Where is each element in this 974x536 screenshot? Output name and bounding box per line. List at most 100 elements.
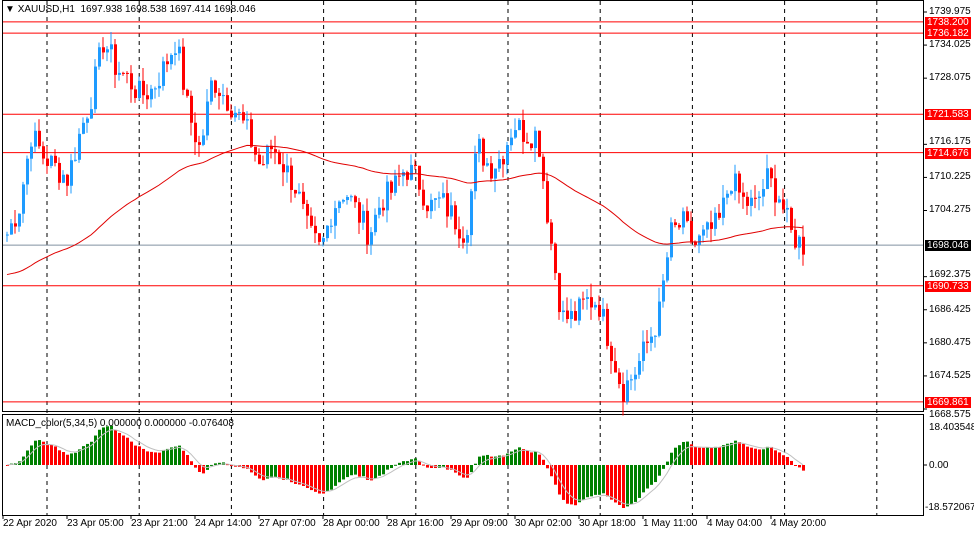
macd-bar — [802, 465, 805, 471]
level-price-tag[interactable]: 1669.861 — [925, 397, 971, 408]
macd-bar — [694, 446, 697, 465]
macd-bar — [786, 456, 789, 465]
candle-body — [150, 88, 153, 100]
candle-body — [286, 165, 289, 173]
level-price-tag[interactable]: 1738.200 — [925, 17, 971, 28]
level-price-tag[interactable]: 1736.182 — [925, 28, 971, 39]
macd-bar — [666, 461, 669, 465]
macd-bar — [698, 447, 701, 465]
macd-bar — [726, 443, 729, 465]
macd-bar — [798, 465, 801, 468]
candle-body — [750, 197, 753, 206]
macd-bar — [702, 447, 705, 465]
level-price-tag[interactable]: 1714.676 — [925, 148, 971, 159]
macd-bar — [610, 465, 613, 500]
candle-body — [614, 361, 617, 373]
candle-body — [570, 311, 573, 320]
macd-bar — [622, 465, 625, 508]
candle-body — [250, 119, 253, 147]
candle-body — [518, 120, 521, 131]
candle-body — [262, 164, 265, 166]
candle-body — [774, 178, 777, 203]
candle-body — [194, 122, 197, 143]
macd-bar — [310, 465, 313, 491]
candle-body — [162, 61, 165, 86]
macd-bar — [446, 465, 449, 470]
symbol-header: ▼ XAUUSD,H1 1697.938 1698.538 1697.414 1… — [5, 4, 256, 15]
candle-body — [390, 181, 393, 193]
time-axis-label: 1 May 11:00 — [643, 518, 698, 529]
level-price-tag[interactable]: 1690.733 — [925, 281, 971, 292]
price-axis-label: 1668.575 — [929, 409, 971, 420]
candle-body — [230, 110, 233, 118]
macd-bar — [158, 452, 161, 465]
macd-bar — [350, 465, 353, 476]
macd-bar — [38, 440, 41, 465]
level-price-tag[interactable]: 1721.583 — [925, 109, 971, 120]
candle-body — [498, 159, 501, 169]
candle-body — [778, 199, 781, 203]
candle-body — [794, 229, 797, 248]
candle-body — [646, 341, 649, 343]
candle-body — [154, 88, 157, 90]
candle-body — [762, 189, 765, 197]
macd-bar — [654, 465, 657, 483]
macd-bar — [230, 465, 233, 467]
macd-bar — [226, 464, 229, 466]
candle-body — [594, 304, 597, 308]
candle-body — [146, 95, 149, 100]
candle-body — [302, 191, 305, 204]
macd-bar — [78, 449, 81, 465]
macd-bar — [514, 449, 517, 465]
macd-bar — [722, 445, 725, 465]
macd-bar — [414, 458, 417, 465]
macd-zero: 0.00 — [929, 460, 949, 471]
macd-bar — [302, 465, 305, 486]
candle-body — [698, 235, 701, 245]
macd-bar — [166, 448, 169, 465]
time-axis-label: 30 Apr 18:00 — [579, 518, 636, 529]
candle-body — [354, 196, 357, 203]
macd-bar — [326, 465, 329, 492]
candle-body — [198, 142, 201, 145]
candle-body — [86, 118, 89, 123]
candle-body — [562, 310, 565, 313]
candle-body — [202, 135, 205, 145]
macd-bar — [794, 465, 797, 466]
candle-body — [226, 95, 229, 111]
macd-bar — [538, 454, 541, 465]
macd-bar — [214, 463, 217, 465]
macd-bar — [74, 452, 77, 465]
candle-body — [438, 197, 441, 199]
open-value: 1697.938 — [80, 4, 123, 15]
macd-bar — [426, 465, 429, 468]
macd-bar — [314, 465, 317, 492]
macd-bar — [618, 465, 621, 505]
candle-body — [126, 72, 129, 74]
macd-bar — [578, 465, 581, 503]
collapse-triangle-icon[interactable]: ▼ — [5, 4, 15, 15]
macd-bar — [686, 441, 689, 465]
time-axis-label: 28 Apr 16:00 — [387, 518, 444, 529]
price-axis-label: 1674.525 — [929, 370, 971, 381]
candle-body — [310, 215, 313, 226]
macd-bar — [710, 448, 713, 465]
candle-body — [422, 189, 425, 206]
candle-body — [630, 379, 633, 381]
macd-bar — [118, 432, 121, 465]
macd-bar — [474, 463, 477, 465]
candle-body — [582, 298, 585, 300]
macd-bar — [394, 464, 397, 466]
candle-body — [782, 199, 785, 210]
candle-body — [282, 164, 285, 173]
macd-bar — [742, 443, 745, 465]
macd-bar — [466, 465, 469, 478]
candle-body — [138, 80, 141, 98]
candle-body — [662, 280, 665, 302]
macd-bar — [470, 465, 473, 473]
candle-body — [238, 112, 241, 114]
macd-bar — [94, 435, 97, 465]
candle-body — [690, 220, 693, 242]
macd-bar — [42, 441, 45, 465]
